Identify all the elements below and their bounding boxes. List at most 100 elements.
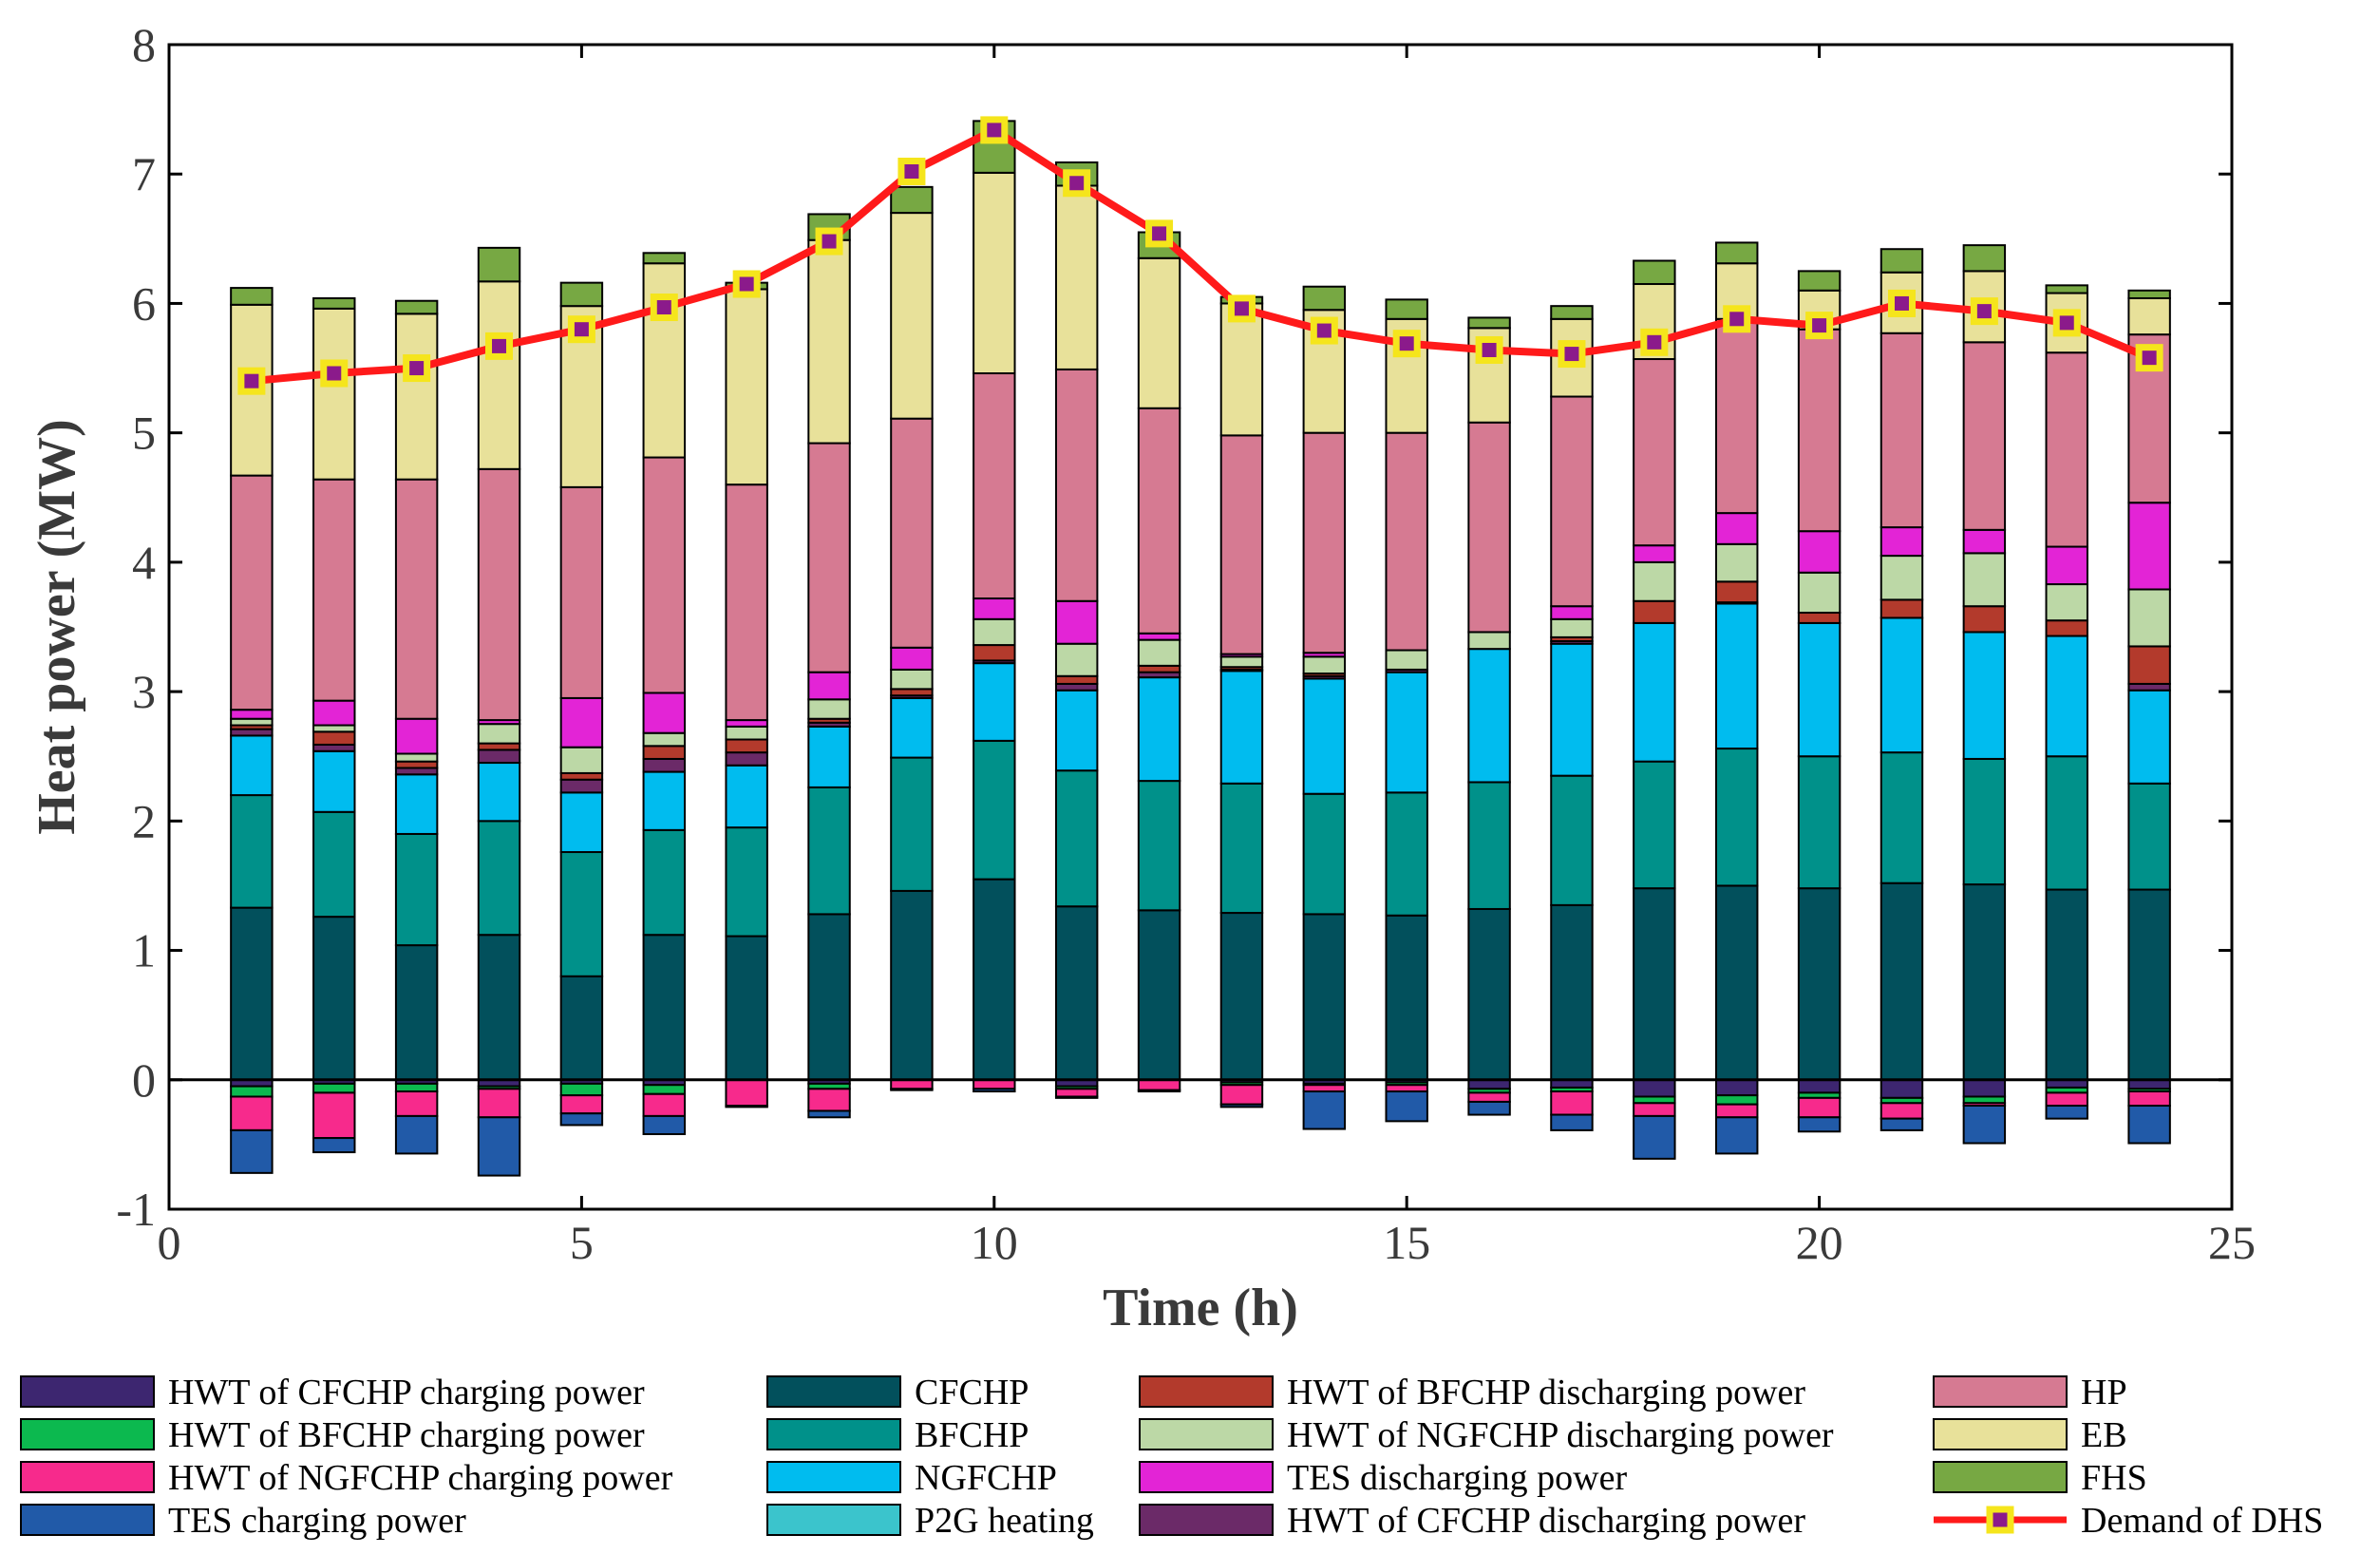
legend-swatch-marker — [1986, 1506, 2014, 1534]
bar-segment-hp-7 — [725, 483, 768, 722]
legend-label: HWT of CFCHP charging power — [168, 1373, 645, 1412]
bar-segment-tes-charging-power-19 — [1715, 1116, 1759, 1155]
bar-segment-cfchp-15 — [1385, 914, 1428, 1081]
legend-label: TES discharging power — [1287, 1458, 1627, 1498]
legend-swatch — [1139, 1375, 1274, 1408]
legend-swatch — [766, 1504, 901, 1536]
bar-segment-fhs-3 — [394, 299, 439, 315]
bar-segment-hwt-of-cfchp-discharging-power-6 — [642, 757, 686, 773]
bar-segment-hwt-of-ngfchp-discharging-power-7 — [725, 725, 768, 741]
bar-segment-hwt-of-bfchp-charging-power-19 — [1715, 1094, 1759, 1106]
legend-label: HWT of NGFCHP charging power — [168, 1458, 673, 1498]
bar-segment-hp-11 — [1054, 368, 1099, 602]
bar-segment-eb-6 — [642, 262, 686, 459]
bar-segment-fhs-4 — [477, 246, 521, 283]
bar-segment-hwt-of-cfchp-charging-power-19 — [1715, 1078, 1759, 1097]
bar-segment-ngfchp-24 — [2127, 689, 2171, 785]
bar-segment-hwt-of-ngfchp-charging-power-4 — [477, 1088, 521, 1119]
legend-swatch — [766, 1461, 901, 1493]
bar-segment-tes-discharging-power-20 — [1797, 530, 1842, 574]
bar-segment-hwt-of-ngfchp-discharging-power-21 — [1879, 555, 1924, 601]
bar-segment-hwt-of-cfchp-charging-power-18 — [1633, 1078, 1676, 1098]
bar-segment-ngfchp-19 — [1715, 602, 1759, 750]
bar-segment-ngfchp-18 — [1633, 621, 1676, 763]
bar-segment-cfchp-17 — [1550, 903, 1594, 1081]
bar-segment-bfchp-10 — [973, 739, 1016, 881]
demand-marker-11 — [1063, 169, 1091, 198]
bar-segment-hwt-of-ngfchp-charging-power-20 — [1797, 1096, 1842, 1119]
bars-group — [230, 120, 2171, 1177]
bar-segment-tes-charging-power-17 — [1550, 1113, 1594, 1131]
legend-swatch — [20, 1461, 155, 1493]
legend-swatch — [1139, 1418, 1274, 1450]
bar-segment-tes-discharging-power-11 — [1054, 599, 1099, 645]
bar-segment-tes-charging-power-2 — [312, 1137, 356, 1154]
bar-segment-tes-discharging-power-22 — [1962, 528, 2007, 555]
legend-label: Demand of DHS — [2081, 1501, 2323, 1541]
bar-segment-tes-charging-power-4 — [477, 1116, 521, 1177]
bar-segment-fhs-23 — [2045, 284, 2088, 294]
legend-label: P2G heating — [915, 1501, 1094, 1541]
bar-segment-tes-charging-power-14 — [1302, 1090, 1347, 1130]
legend-item-fhs: FHS — [1933, 1458, 2147, 1498]
bar-segment-ngfchp-22 — [1962, 631, 2007, 760]
legend-swatch — [766, 1418, 901, 1450]
x-axis-label: Time (h) — [1103, 1279, 1298, 1337]
bar-segment-ngfchp-4 — [477, 762, 521, 823]
bar-segment-ngfchp-2 — [312, 749, 356, 813]
legend-label: TES charging power — [168, 1501, 466, 1541]
legend-swatch — [1933, 1375, 2068, 1408]
bar-segment-tes-charging-power-11 — [1054, 1095, 1099, 1099]
bar-segment-hwt-of-ngfchp-discharging-power-2 — [312, 724, 356, 733]
legend-label: HP — [2081, 1373, 2127, 1412]
bar-segment-fhs-14 — [1302, 285, 1347, 312]
bar-segment-hwt-of-cfchp-charging-power-21 — [1879, 1078, 1924, 1099]
bar-segment-tes-discharging-power-17 — [1550, 605, 1594, 620]
bar-segment-cfchp-18 — [1633, 887, 1676, 1081]
bar-segment-eb-11 — [1054, 184, 1099, 370]
bar-segment-cfchp-7 — [725, 935, 768, 1081]
demand-marker-3 — [403, 354, 431, 383]
bar-segment-hwt-of-ngfchp-charging-power-6 — [642, 1092, 686, 1117]
bar-segment-hwt-of-bfchp-discharging-power-5 — [559, 771, 604, 781]
bar-segment-hwt-of-bfchp-discharging-power-7 — [725, 738, 768, 754]
bar-segment-hwt-of-cfchp-discharging-power-4 — [477, 749, 521, 765]
bar-segment-hwt-of-cfchp-discharging-power-24 — [2127, 682, 2171, 692]
demand-marker-12 — [1145, 219, 1174, 248]
bar-segment-hwt-of-bfchp-discharging-power-19 — [1715, 580, 1759, 604]
x-tick-label-5: 5 — [570, 1216, 594, 1269]
bar-segment-bfchp-5 — [559, 851, 604, 977]
legend-swatch — [20, 1375, 155, 1408]
x-tick-label-15: 15 — [1383, 1216, 1430, 1269]
y-tick-label-2: 2 — [132, 794, 156, 847]
bar-segment-fhs-2 — [312, 296, 356, 310]
bar-segment-bfchp-8 — [807, 786, 851, 916]
legend-swatch — [1933, 1461, 2068, 1493]
bar-segment-hwt-of-ngfchp-charging-power-1 — [230, 1095, 274, 1131]
bar-segment-hwt-of-bfchp-discharging-power-21 — [1879, 598, 1924, 619]
legend-item-eb: EB — [1933, 1415, 2127, 1455]
x-tick-label-10: 10 — [971, 1216, 1018, 1269]
bar-segment-eb-2 — [312, 307, 356, 481]
demand-marker-18 — [1640, 328, 1669, 356]
bar-segment-bfchp-17 — [1550, 774, 1594, 906]
bar-segment-hwt-of-bfchp-discharging-power-23 — [2045, 619, 2088, 637]
y-tick-label-7: 7 — [132, 147, 156, 200]
bar-segment-hwt-of-ngfchp-discharging-power-6 — [642, 731, 686, 748]
bar-segment-ngfchp-8 — [807, 725, 851, 788]
bar-segment-cfchp-3 — [394, 944, 439, 1081]
bar-segment-eb-9 — [890, 212, 934, 420]
bar-segment-cfchp-20 — [1797, 887, 1842, 1081]
bar-segment-hwt-of-ngfchp-discharging-power-4 — [477, 723, 521, 745]
bar-segment-hwt-of-ngfchp-charging-power-23 — [2045, 1091, 2088, 1108]
legend-label: HWT of NGFCHP discharging power — [1287, 1415, 1834, 1455]
legend-label: HWT of CFCHP discharging power — [1287, 1501, 1805, 1541]
bar-segment-tes-discharging-power-1 — [230, 709, 274, 720]
bar-segment-hp-3 — [394, 478, 439, 720]
bar-segment-hp-6 — [642, 456, 686, 694]
bar-segment-cfchp-12 — [1137, 909, 1181, 1081]
bar-segment-hwt-of-bfchp-charging-power-2 — [312, 1082, 356, 1094]
bar-segment-bfchp-1 — [230, 794, 274, 909]
legend-swatch — [766, 1375, 901, 1408]
bar-segment-tes-charging-power-15 — [1385, 1090, 1428, 1123]
